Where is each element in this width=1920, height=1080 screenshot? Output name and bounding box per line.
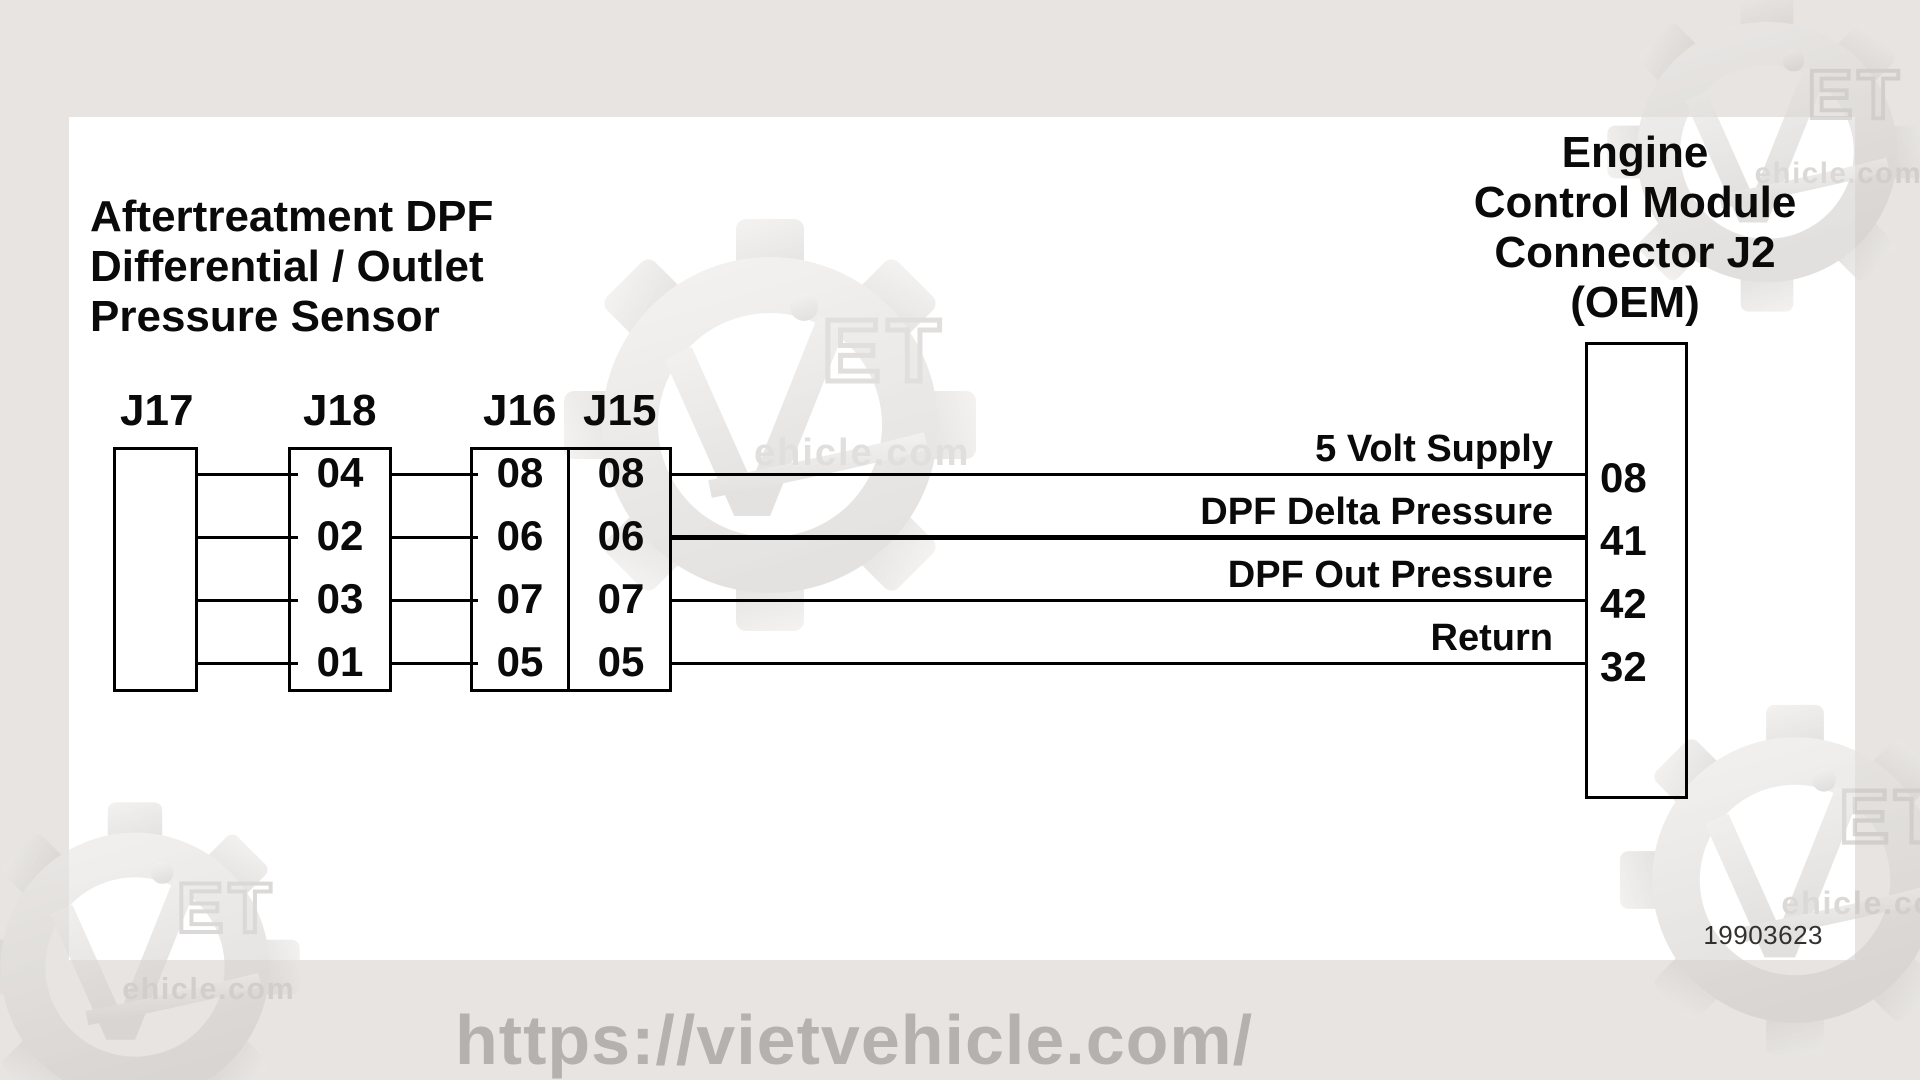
connector-box-j17	[113, 447, 198, 692]
wire-j18-j16	[392, 536, 478, 539]
pin-j18-01: 01	[316, 638, 364, 685]
wire-j18-j16	[392, 473, 478, 476]
wire-j18-j16	[392, 662, 478, 665]
wire-j17-j18	[198, 662, 298, 665]
wire-j17-j18	[198, 536, 298, 539]
connector-box-j16	[470, 447, 570, 692]
figure-number: 19903623	[1703, 920, 1823, 950]
ecm-title-line: Connector J2	[1494, 228, 1776, 277]
pin-j16-05: 05	[496, 638, 544, 685]
ecm-pin-32: 32	[1600, 643, 1647, 690]
pin-j16-06: 06	[496, 512, 544, 559]
wire-j17-j18	[198, 473, 298, 476]
ecm-title-line: Control Module	[1473, 178, 1797, 227]
wire-5-volt-supply	[672, 473, 1585, 476]
pin-j16-08: 08	[496, 449, 544, 496]
pin-j16-07: 07	[496, 575, 544, 622]
ecm-title-line: Engine	[1561, 128, 1709, 177]
wire-dpf-delta-pressure	[672, 535, 1585, 540]
component-title-line: Pressure Sensor	[90, 292, 440, 341]
ecm-connector-box	[1585, 342, 1688, 799]
ecm-pin-41: 41	[1600, 517, 1647, 564]
component-title: Aftertreatment DPF Differential / Outlet…	[90, 192, 493, 342]
wire-return	[672, 662, 1585, 665]
connector-label-j16: J16	[483, 386, 557, 435]
connector-box-j18	[288, 447, 392, 692]
watermark-url: https://vietvehicle.com/	[455, 1001, 1254, 1079]
pin-j18-04: 04	[316, 449, 364, 496]
signal-label-return: Return	[1430, 617, 1553, 659]
signal-label-dpf-delta-pressure: DPF Delta Pressure	[1200, 491, 1553, 533]
pin-j15-08: 08	[597, 449, 645, 496]
wire-dpf-out-pressure	[672, 599, 1585, 602]
pin-j15-06: 06	[597, 512, 645, 559]
connector-label-j15: J15	[583, 386, 657, 435]
wire-j17-j18	[198, 599, 298, 602]
connector-label-j17: J17	[120, 386, 194, 435]
pin-j15-07: 07	[597, 575, 645, 622]
ecm-pin-08: 08	[1600, 454, 1647, 501]
watermark-logo-domain: ehicle.com	[122, 972, 295, 1006]
ecm-title-line: (OEM)	[1570, 278, 1700, 327]
ecm-title: Engine Control Module Connector J2 (OEM)	[1405, 128, 1865, 328]
component-title-line: Differential / Outlet	[90, 242, 484, 291]
pin-j15-05: 05	[597, 638, 645, 685]
pin-j18-03: 03	[316, 575, 364, 622]
connector-box-j15	[570, 447, 672, 692]
signal-label-5-volt-supply: 5 Volt Supply	[1315, 428, 1553, 470]
ecm-pin-42: 42	[1600, 580, 1647, 627]
connector-label-j18: J18	[303, 386, 377, 435]
signal-label-dpf-out-pressure: DPF Out Pressure	[1227, 554, 1553, 596]
pin-j18-02: 02	[316, 512, 364, 559]
component-title-line: Aftertreatment DPF	[90, 192, 494, 241]
wire-j18-j16	[392, 599, 478, 602]
